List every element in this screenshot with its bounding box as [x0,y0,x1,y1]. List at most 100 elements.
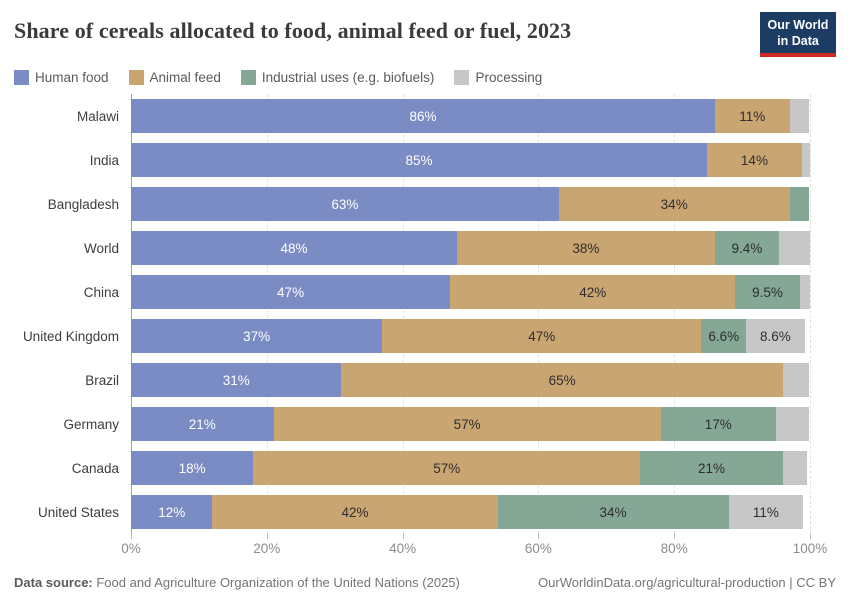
segment-animal-feed[interactable]: 14% [707,143,802,178]
gridline [810,94,811,535]
legend-swatch-processing [454,70,470,86]
bar-track: 47% 42% 9.5% [131,275,810,310]
plot-area: Malawi 86% 11% India 85% 14% Bangladesh 63% 34% W… [14,94,836,535]
gridline [538,94,540,535]
segment-value-label: 8.6% [759,328,791,344]
bar-track: 31% 65% [131,363,810,398]
segment-animal-feed[interactable]: 57% [273,407,661,442]
segment-processing[interactable] [789,99,810,134]
tick-mark [131,534,132,540]
segment-industrial-uses[interactable]: 9.4% [714,231,779,266]
legend-item-human-food[interactable]: Human food [14,70,109,86]
segment-processing[interactable] [778,231,810,266]
bar-track: 21% 57% 17% [131,407,810,442]
segment-value-label: 38% [572,240,600,256]
segment-value-label: 6.6% [708,328,740,344]
country-label: Brazil [85,372,119,388]
tick-mark [538,534,540,540]
segment-value-label: 11% [739,108,766,124]
legend-swatch-industrial-uses [240,70,256,86]
segment-animal-feed[interactable]: 38% [456,231,715,266]
owid-logo[interactable]: Our World in Data [760,12,836,58]
legend-label: Processing [475,70,543,86]
country-label: United Kingdom [22,328,119,344]
segment-value-label: 9.5% [752,284,783,300]
segment-animal-feed[interactable]: 42% [450,275,736,310]
segment-human-food[interactable]: 18% [131,451,254,486]
tick-mark [674,534,676,540]
segment-industrial-uses[interactable]: 6.6% [701,319,747,354]
segment-processing[interactable] [801,143,810,178]
segment-human-food[interactable]: 47% [131,275,451,310]
segment-human-food[interactable]: 48% [131,231,457,266]
bar-row: United States 12% 42% 34% 11% [14,490,810,534]
header: Share of cereals allocated to food, anim… [14,12,836,58]
legend-label: Animal feed [149,70,221,86]
segment-processing[interactable] [782,363,809,398]
segment-industrial-uses[interactable]: 34% [497,495,729,530]
segment-value-label: 31% [222,372,250,388]
segment-value-label: 9.4% [731,240,763,256]
legend: Human food Animal feed Industrial uses (e.… [14,70,836,86]
bar-row: Canada 18% 57% 21% [14,446,810,490]
segment-value-label: 42% [341,504,369,520]
footer: Data source: Food and Agriculture Organi… [14,575,836,590]
segment-value-label: 47% [277,284,305,300]
segment-animal-feed[interactable]: 34% [558,187,790,222]
segment-industrial-uses[interactable]: 9.5% [735,275,800,310]
segment-value-label: 21% [188,416,216,432]
segment-value-label: 47% [528,328,556,344]
segment-industrial-uses[interactable]: 17% [660,407,777,442]
credit-link[interactable]: OurWorldinData.org/agricultural-producti… [538,575,836,591]
chart-title: Share of cereals allocated to food, anim… [14,18,572,43]
bar-track: 18% 57% 21% [131,451,810,486]
legend-item-animal-feed[interactable]: Animal feed [128,70,221,86]
segment-human-food[interactable]: 21% [131,407,274,442]
bar-row: World 48% 38% 9.4% [14,226,810,270]
tick-label: 40% [389,541,417,557]
segment-human-food[interactable]: 37% [131,319,383,354]
bar-row: Bangladesh 63% 34% [14,182,810,226]
segment-animal-feed[interactable]: 57% [253,451,641,486]
bar-row: Germany 21% 57% 17% [14,402,810,446]
segment-industrial-uses[interactable]: 21% [640,451,783,486]
bar-track: 63% 34% [131,187,810,222]
segment-value-label: 42% [579,284,607,300]
segment-animal-feed[interactable]: 47% [382,319,702,354]
segment-processing[interactable]: 11% [728,495,804,530]
segment-value-label: 63% [331,196,359,212]
legend-item-processing[interactable]: Processing [454,70,543,86]
segment-value-label: 86% [409,108,437,124]
segment-human-food[interactable]: 85% [131,143,708,178]
tick-mark [810,534,811,540]
segment-processing[interactable]: 8.6% [746,319,805,354]
segment-human-food[interactable]: 12% [131,495,213,530]
legend-swatch-human-food [14,70,29,86]
bar-row: Brazil 31% 65% [14,358,810,402]
country-label: World [83,240,119,256]
segment-human-food[interactable]: 31% [131,363,342,398]
rows: Malawi 86% 11% India 85% 14% Bangladesh 63% 34% W… [14,94,836,534]
bar-track: 12% 42% 34% 11% [131,495,810,530]
y-axis-line [131,94,132,535]
segment-value-label: 11% [752,504,779,520]
legend-label: Human food [35,70,109,86]
segment-processing[interactable] [776,407,809,442]
segment-human-food[interactable]: 63% [131,187,559,222]
segment-animal-feed[interactable]: 42% [212,495,498,530]
segment-processing[interactable] [799,275,810,310]
bar-track: 85% 14% [131,143,810,178]
segment-value-label: 57% [433,460,461,476]
segment-value-label: 17% [704,416,732,432]
legend-label: Industrial uses (e.g. biofuels) [261,70,435,86]
segment-processing[interactable] [782,451,807,486]
segment-industrial-uses[interactable] [789,187,809,222]
legend-item-industrial-uses[interactable]: Industrial uses (e.g. biofuels) [240,70,435,86]
segment-animal-feed[interactable]: 11% [714,99,790,134]
bar-track: 48% 38% 9.4% [131,231,810,266]
segment-animal-feed[interactable]: 65% [341,363,783,398]
segment-human-food[interactable]: 86% [131,99,715,134]
country-label: Germany [63,416,119,432]
grid-layer [131,94,811,535]
